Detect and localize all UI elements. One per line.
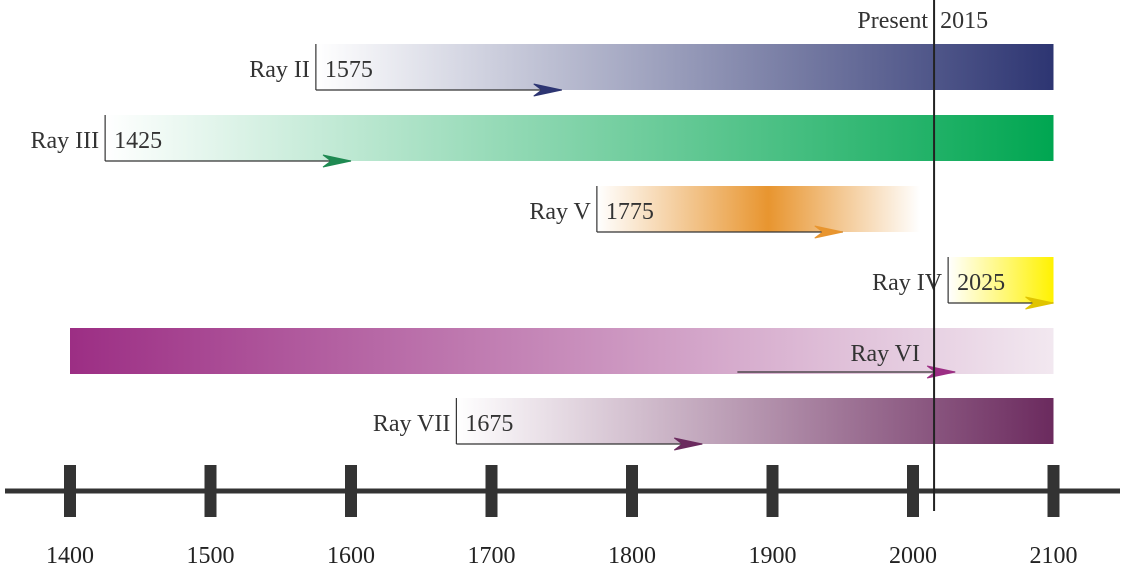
ray-iii-label: Ray III [30,128,99,154]
tick-1800 [626,465,638,517]
ray-iv-arrow-head [1025,296,1054,310]
ray-v-start-year: 1775 [606,199,654,225]
ray-v-bar [596,186,921,232]
ray-iv-bar [948,257,1054,303]
tick-1600 [345,465,357,517]
tick-1900 [766,465,779,517]
ray-vii-bar [456,398,1054,444]
tick-1400 [64,465,76,517]
ray-vi-bar [70,328,1054,374]
ray-iii-start-year: 1425 [114,128,162,154]
tick-label-1600: 1600 [327,543,375,569]
ray-iii-group: 1425 Ray III [30,115,1054,168]
tick-label-1400: 1400 [46,543,94,569]
ray-v-group: 1775 Ray V [529,186,921,239]
ray-bars: 1575 Ray II 1425 Ray III 1775 Ray V 2025 Ray IV… [30,44,1054,451]
ray-ii-start-year: 1575 [325,57,373,83]
ray-iv-group: 2025 Ray IV [872,257,1054,310]
ray-vii-arrow-head [673,437,703,451]
ray-vii-start-year: 1675 [465,411,513,437]
tick-2100 [1047,465,1060,517]
tick-label-2100: 2100 [1030,543,1078,569]
ray-ii-bar [315,44,1054,90]
ray-iii-bar [105,115,1054,161]
present-label: Present [857,8,928,34]
ray-ii-arrow-head [533,83,562,97]
tick-2000 [907,465,919,517]
ray-ii-label: Ray II [249,57,310,83]
ray-iv-label: Ray IV [872,270,943,296]
present-year: 2015 [940,8,988,34]
ray-vi-group: Ray VI [70,328,1054,379]
timeline-axis: 1400 1500 1600 1700 1800 1900 2000 2100 [5,465,1120,569]
tick-label-1900: 1900 [749,543,797,569]
tick-1700 [485,465,498,517]
ray-iii-arrow-head [322,154,352,168]
tick-label-1800: 1800 [608,543,656,569]
tick-label-1500: 1500 [187,543,235,569]
ray-ii-group: 1575 Ray II [249,44,1054,97]
ray-vi-label: Ray VI [850,341,920,367]
ray-v-label: Ray V [529,199,591,225]
ray-iv-start-year: 2025 [957,270,1005,296]
ray-v-arrow-head [814,225,843,239]
ray-vii-group: 1675 Ray VII [373,398,1054,451]
ray-vii-label: Ray VII [373,411,451,437]
tick-label-1700: 1700 [468,543,516,569]
tick-1500 [204,465,217,517]
tick-label-2000: 2000 [889,543,937,569]
